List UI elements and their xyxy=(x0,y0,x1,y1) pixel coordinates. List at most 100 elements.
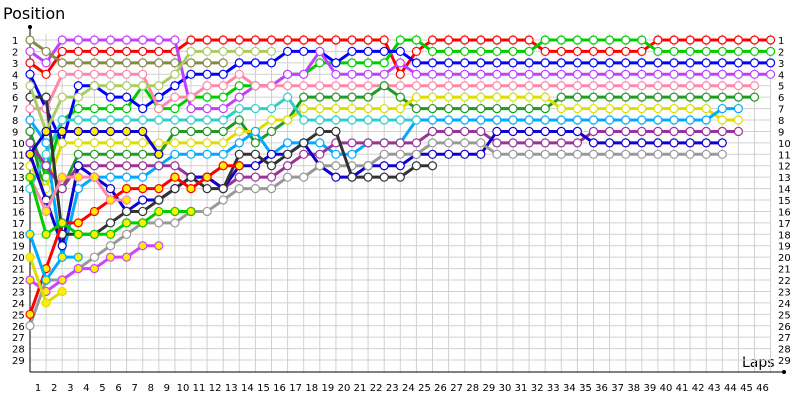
data-point xyxy=(492,138,502,148)
data-point xyxy=(186,103,196,114)
data-point xyxy=(621,46,631,57)
data-point xyxy=(105,241,116,251)
data-point xyxy=(234,58,244,68)
data-point xyxy=(121,195,132,205)
data-point xyxy=(476,58,486,68)
data-point xyxy=(524,92,534,102)
data-point xyxy=(89,35,100,45)
data-point xyxy=(427,35,438,45)
data-point xyxy=(138,218,148,228)
data-point xyxy=(121,81,132,91)
data-point xyxy=(234,183,244,194)
y-axis-end-marker xyxy=(28,25,32,29)
data-point xyxy=(411,103,421,114)
y-tick-label-right: 22 xyxy=(778,276,791,287)
y-tick-label-right: 16 xyxy=(778,207,791,218)
data-point xyxy=(41,298,51,308)
data-point xyxy=(395,172,405,182)
data-point xyxy=(427,46,438,57)
data-point xyxy=(460,138,470,148)
data-point xyxy=(41,126,51,137)
data-point xyxy=(138,115,148,125)
data-point xyxy=(315,103,325,114)
data-point xyxy=(202,69,212,79)
y-tick-label-left: 29 xyxy=(12,356,25,367)
data-point xyxy=(138,183,148,194)
data-point xyxy=(25,35,35,45)
data-point xyxy=(621,35,631,45)
data-point xyxy=(331,161,341,171)
data-point xyxy=(621,138,631,148)
data-point xyxy=(170,81,180,91)
data-point xyxy=(717,81,727,91)
data-point xyxy=(685,138,695,148)
y-tick-label-left: 16 xyxy=(12,207,25,218)
y-tick-label-left: 19 xyxy=(12,242,25,253)
data-point xyxy=(154,115,164,125)
data-point xyxy=(57,126,67,137)
x-tick-label: 21 xyxy=(354,383,367,394)
data-point xyxy=(25,81,35,91)
y-tick-label-right: 25 xyxy=(778,310,791,321)
data-point xyxy=(701,58,711,68)
data-point xyxy=(25,138,35,148)
x-axis-end-marker xyxy=(782,370,786,374)
data-point xyxy=(492,81,502,91)
data-point xyxy=(556,138,566,148)
x-tick-label: 46 xyxy=(756,383,769,394)
data-point xyxy=(138,149,148,159)
y-tick-label-left: 6 xyxy=(12,93,18,104)
data-point xyxy=(202,81,212,91)
data-point xyxy=(701,46,711,57)
data-point xyxy=(73,252,83,262)
data-point xyxy=(105,103,116,114)
data-point xyxy=(524,58,534,68)
data-point xyxy=(138,58,148,68)
data-point xyxy=(138,161,148,171)
driver-series xyxy=(25,35,776,114)
data-point xyxy=(73,229,83,239)
data-point xyxy=(749,69,760,79)
data-point xyxy=(250,103,260,114)
data-point xyxy=(57,241,67,251)
data-point xyxy=(89,264,100,274)
x-tick-label: 17 xyxy=(289,383,302,394)
data-point xyxy=(218,46,228,57)
data-point xyxy=(765,69,776,79)
data-point xyxy=(25,229,35,239)
y-tick-label-left: 12 xyxy=(12,162,25,173)
data-point xyxy=(315,92,325,102)
x-tick-label: 12 xyxy=(209,383,222,394)
data-point xyxy=(57,92,67,102)
data-point xyxy=(154,218,164,228)
data-point xyxy=(89,149,100,159)
data-point xyxy=(41,149,51,159)
data-point xyxy=(73,46,83,57)
x-tick-label: 6 xyxy=(115,383,121,394)
data-point xyxy=(347,138,357,148)
data-point xyxy=(121,161,132,171)
driver-series xyxy=(25,229,83,285)
data-point xyxy=(492,69,502,79)
data-point xyxy=(765,35,776,45)
data-point xyxy=(105,126,116,137)
data-point xyxy=(218,138,228,148)
x-tick-label: 38 xyxy=(627,383,640,394)
data-point xyxy=(476,149,486,159)
data-point xyxy=(315,126,325,137)
data-point xyxy=(588,149,599,159)
data-point xyxy=(186,69,196,79)
x-tick-label: 1 xyxy=(35,383,41,394)
data-point xyxy=(121,229,132,239)
data-point xyxy=(154,58,164,68)
data-point xyxy=(218,161,228,171)
data-point xyxy=(444,81,454,91)
data-point xyxy=(331,103,341,114)
series-line xyxy=(28,84,755,202)
data-point xyxy=(637,149,647,159)
data-point xyxy=(653,103,663,114)
data-point xyxy=(427,69,438,79)
y-tick-label-left: 9 xyxy=(12,127,18,138)
y-tick-label-left: 26 xyxy=(12,322,25,333)
data-point xyxy=(154,161,164,171)
